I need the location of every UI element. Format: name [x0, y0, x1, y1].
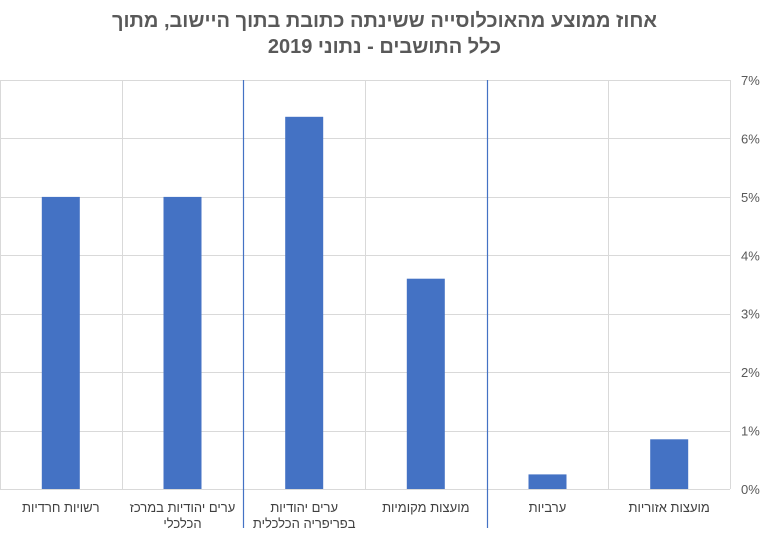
category-label-3-line-0: ערים יהודיות: [270, 500, 338, 515]
category-label-1-line-0: ערביות: [529, 500, 567, 515]
bar-0: [650, 439, 689, 489]
bar-3: [285, 116, 324, 490]
bar-1: [528, 474, 567, 489]
category-label-2-line-0: מועצות מקומיות: [382, 500, 469, 515]
bar-5: [41, 196, 80, 489]
category-label-0-line-0: מועצות אזוריות: [629, 500, 710, 515]
y-tick-label-1: 1%: [741, 424, 760, 439]
y-tick-label-0: 0%: [741, 482, 760, 497]
category-label-4-line-1: הכלכלי: [163, 516, 201, 531]
bar-4: [163, 196, 202, 489]
category-label-5-line-0: רשויות חרדיות: [22, 500, 100, 515]
chart-title-line-2: כלל התושבים - נתוני 2019: [267, 36, 502, 58]
bar-2: [406, 278, 445, 489]
category-label-3-line-1: בפריפריה הכלכלית: [253, 516, 356, 531]
y-tick-label-2: 2%: [741, 365, 760, 380]
y-tick-label-4: 4%: [741, 248, 760, 263]
chart-title-line-1: אחוז ממוצע מהאוכלוסייה ששינתה כתובת בתוך…: [111, 10, 658, 32]
y-tick-label-7: 7%: [741, 73, 760, 88]
category-label-4-line-0: ערים יהודיות במרכז: [130, 500, 236, 515]
y-tick-label-5: 5%: [741, 190, 760, 205]
y-tick-label-6: 6%: [741, 131, 760, 146]
y-tick-label-3: 3%: [741, 307, 760, 322]
